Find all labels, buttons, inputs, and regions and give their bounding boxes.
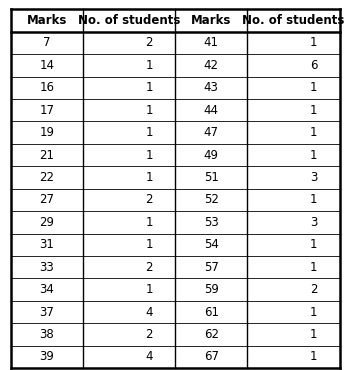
Text: Marks: Marks [191,14,231,27]
Text: 43: 43 [204,81,219,94]
Text: 29: 29 [39,216,54,229]
Text: 2: 2 [146,36,153,50]
Text: 1: 1 [310,194,317,206]
Text: No. of students: No. of students [242,14,345,27]
Text: 7: 7 [43,36,50,50]
Text: 1: 1 [146,171,153,184]
Text: 1: 1 [310,328,317,341]
Text: 39: 39 [39,350,54,363]
Text: 1: 1 [310,81,317,94]
Text: 38: 38 [39,328,54,341]
Text: 52: 52 [204,194,219,206]
Text: 1: 1 [310,126,317,139]
Text: 19: 19 [39,126,54,139]
Text: 61: 61 [204,306,219,319]
Text: 4: 4 [146,306,153,319]
Text: 1: 1 [310,238,317,251]
Text: 27: 27 [39,194,54,206]
Text: 1: 1 [310,148,317,162]
Text: 49: 49 [204,148,219,162]
Text: Marks: Marks [27,14,67,27]
Text: 17: 17 [39,104,54,117]
Text: 3: 3 [310,216,317,229]
Text: 1: 1 [146,59,153,72]
Text: 1: 1 [310,261,317,274]
Text: 59: 59 [204,283,219,296]
Text: 47: 47 [204,126,219,139]
Text: 2: 2 [146,261,153,274]
Text: 6: 6 [310,59,317,72]
Text: 67: 67 [204,350,219,363]
Text: 42: 42 [204,59,219,72]
Text: 44: 44 [204,104,219,117]
Text: 1: 1 [310,306,317,319]
Text: 1: 1 [310,36,317,50]
Text: 4: 4 [146,350,153,363]
Text: 1: 1 [146,283,153,296]
Text: 1: 1 [146,104,153,117]
Text: 2: 2 [146,194,153,206]
Text: 21: 21 [39,148,54,162]
Text: 54: 54 [204,238,219,251]
Text: 57: 57 [204,261,219,274]
Text: 2: 2 [310,283,317,296]
Text: 22: 22 [39,171,54,184]
Text: 1: 1 [310,350,317,363]
Text: 41: 41 [204,36,219,50]
Text: 62: 62 [204,328,219,341]
Text: 1: 1 [146,216,153,229]
Text: 2: 2 [146,328,153,341]
Text: 51: 51 [204,171,219,184]
Text: 33: 33 [39,261,54,274]
Text: 1: 1 [146,81,153,94]
Text: No. of students: No. of students [78,14,180,27]
Text: 53: 53 [204,216,218,229]
Text: 1: 1 [146,126,153,139]
Text: 34: 34 [39,283,54,296]
Text: 16: 16 [39,81,54,94]
Text: 3: 3 [310,171,317,184]
Text: 31: 31 [39,238,54,251]
Text: 1: 1 [146,238,153,251]
Text: 37: 37 [39,306,54,319]
Text: 1: 1 [146,148,153,162]
Text: 14: 14 [39,59,54,72]
Text: 1: 1 [310,104,317,117]
